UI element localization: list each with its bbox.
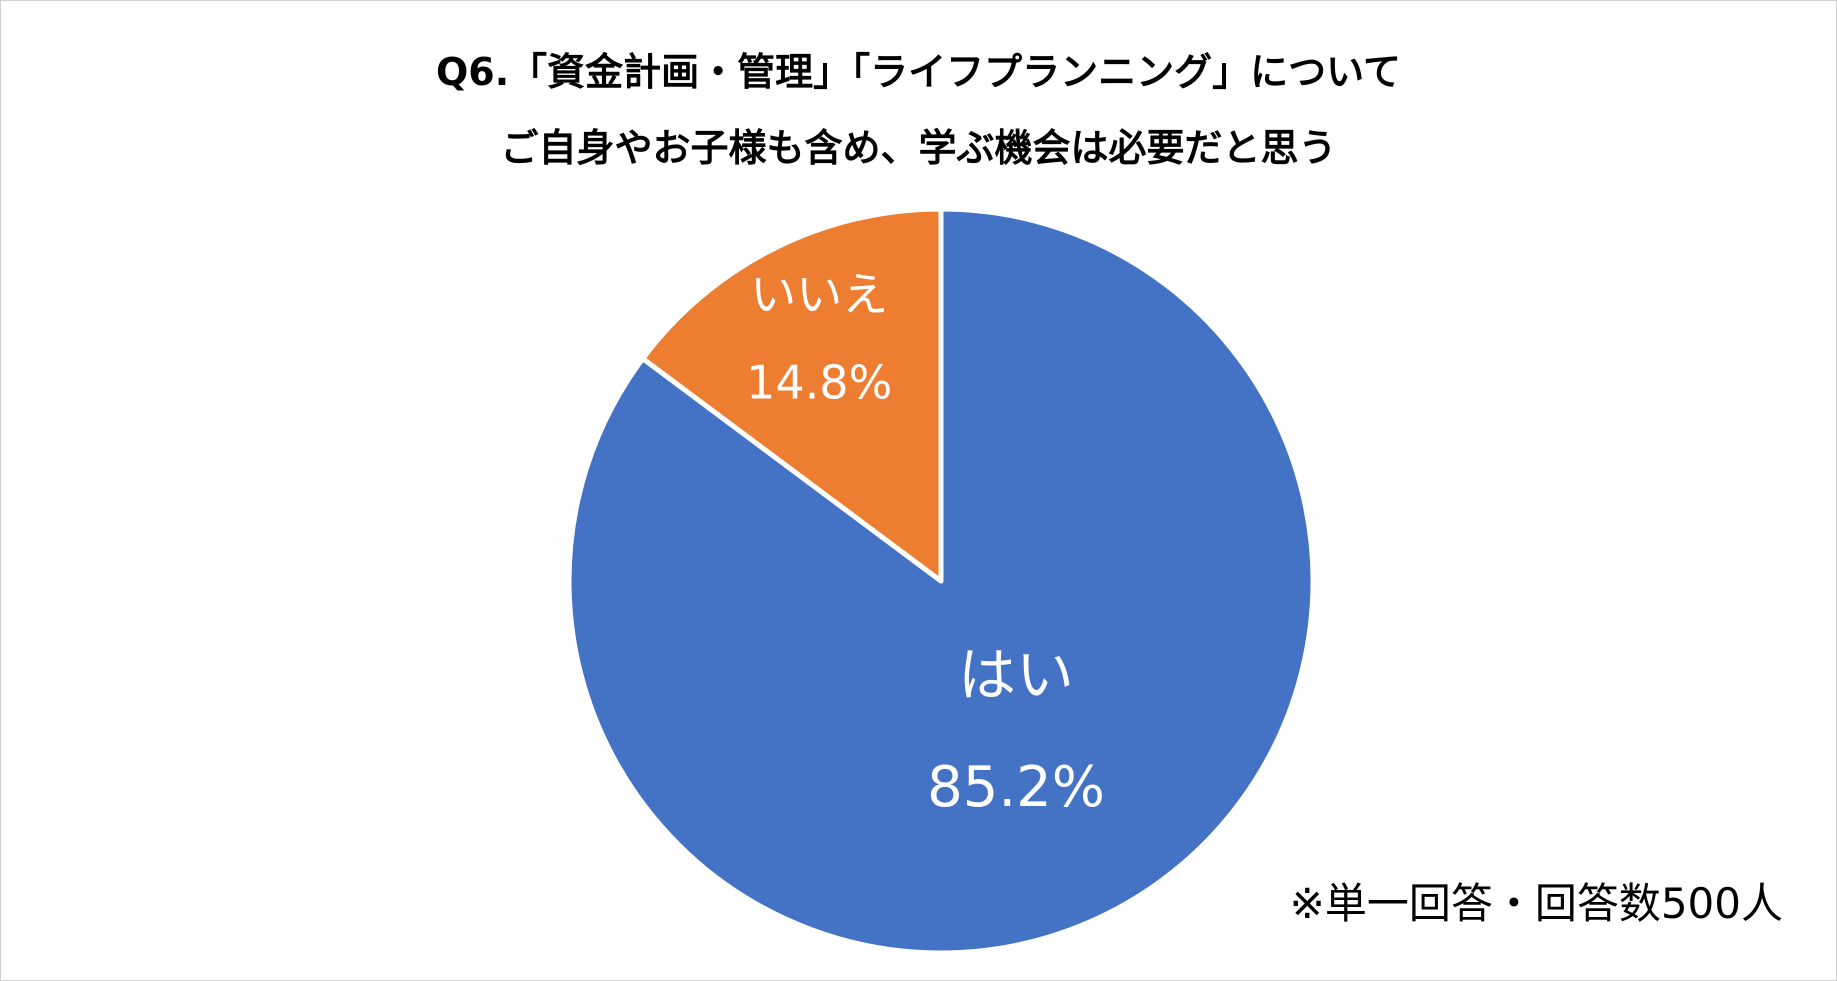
slice-label-1: いいえ	[750, 267, 888, 321]
chart-title-line-1: Q6.「資金計画・管理」「ライフプランニング」について	[435, 50, 1402, 94]
pie-slice-1	[640, 206, 944, 584]
slice-value-1: 14.8%	[746, 355, 892, 409]
chart-title-line-2: ご自身やお子様も含め、学ぶ機会は必要だと思う	[500, 126, 1337, 170]
slice-label-0: はい	[958, 641, 1074, 709]
slice-value-0: 85.2%	[927, 755, 1105, 820]
sample-note: ※単一回答・回答数500人	[1289, 879, 1783, 928]
